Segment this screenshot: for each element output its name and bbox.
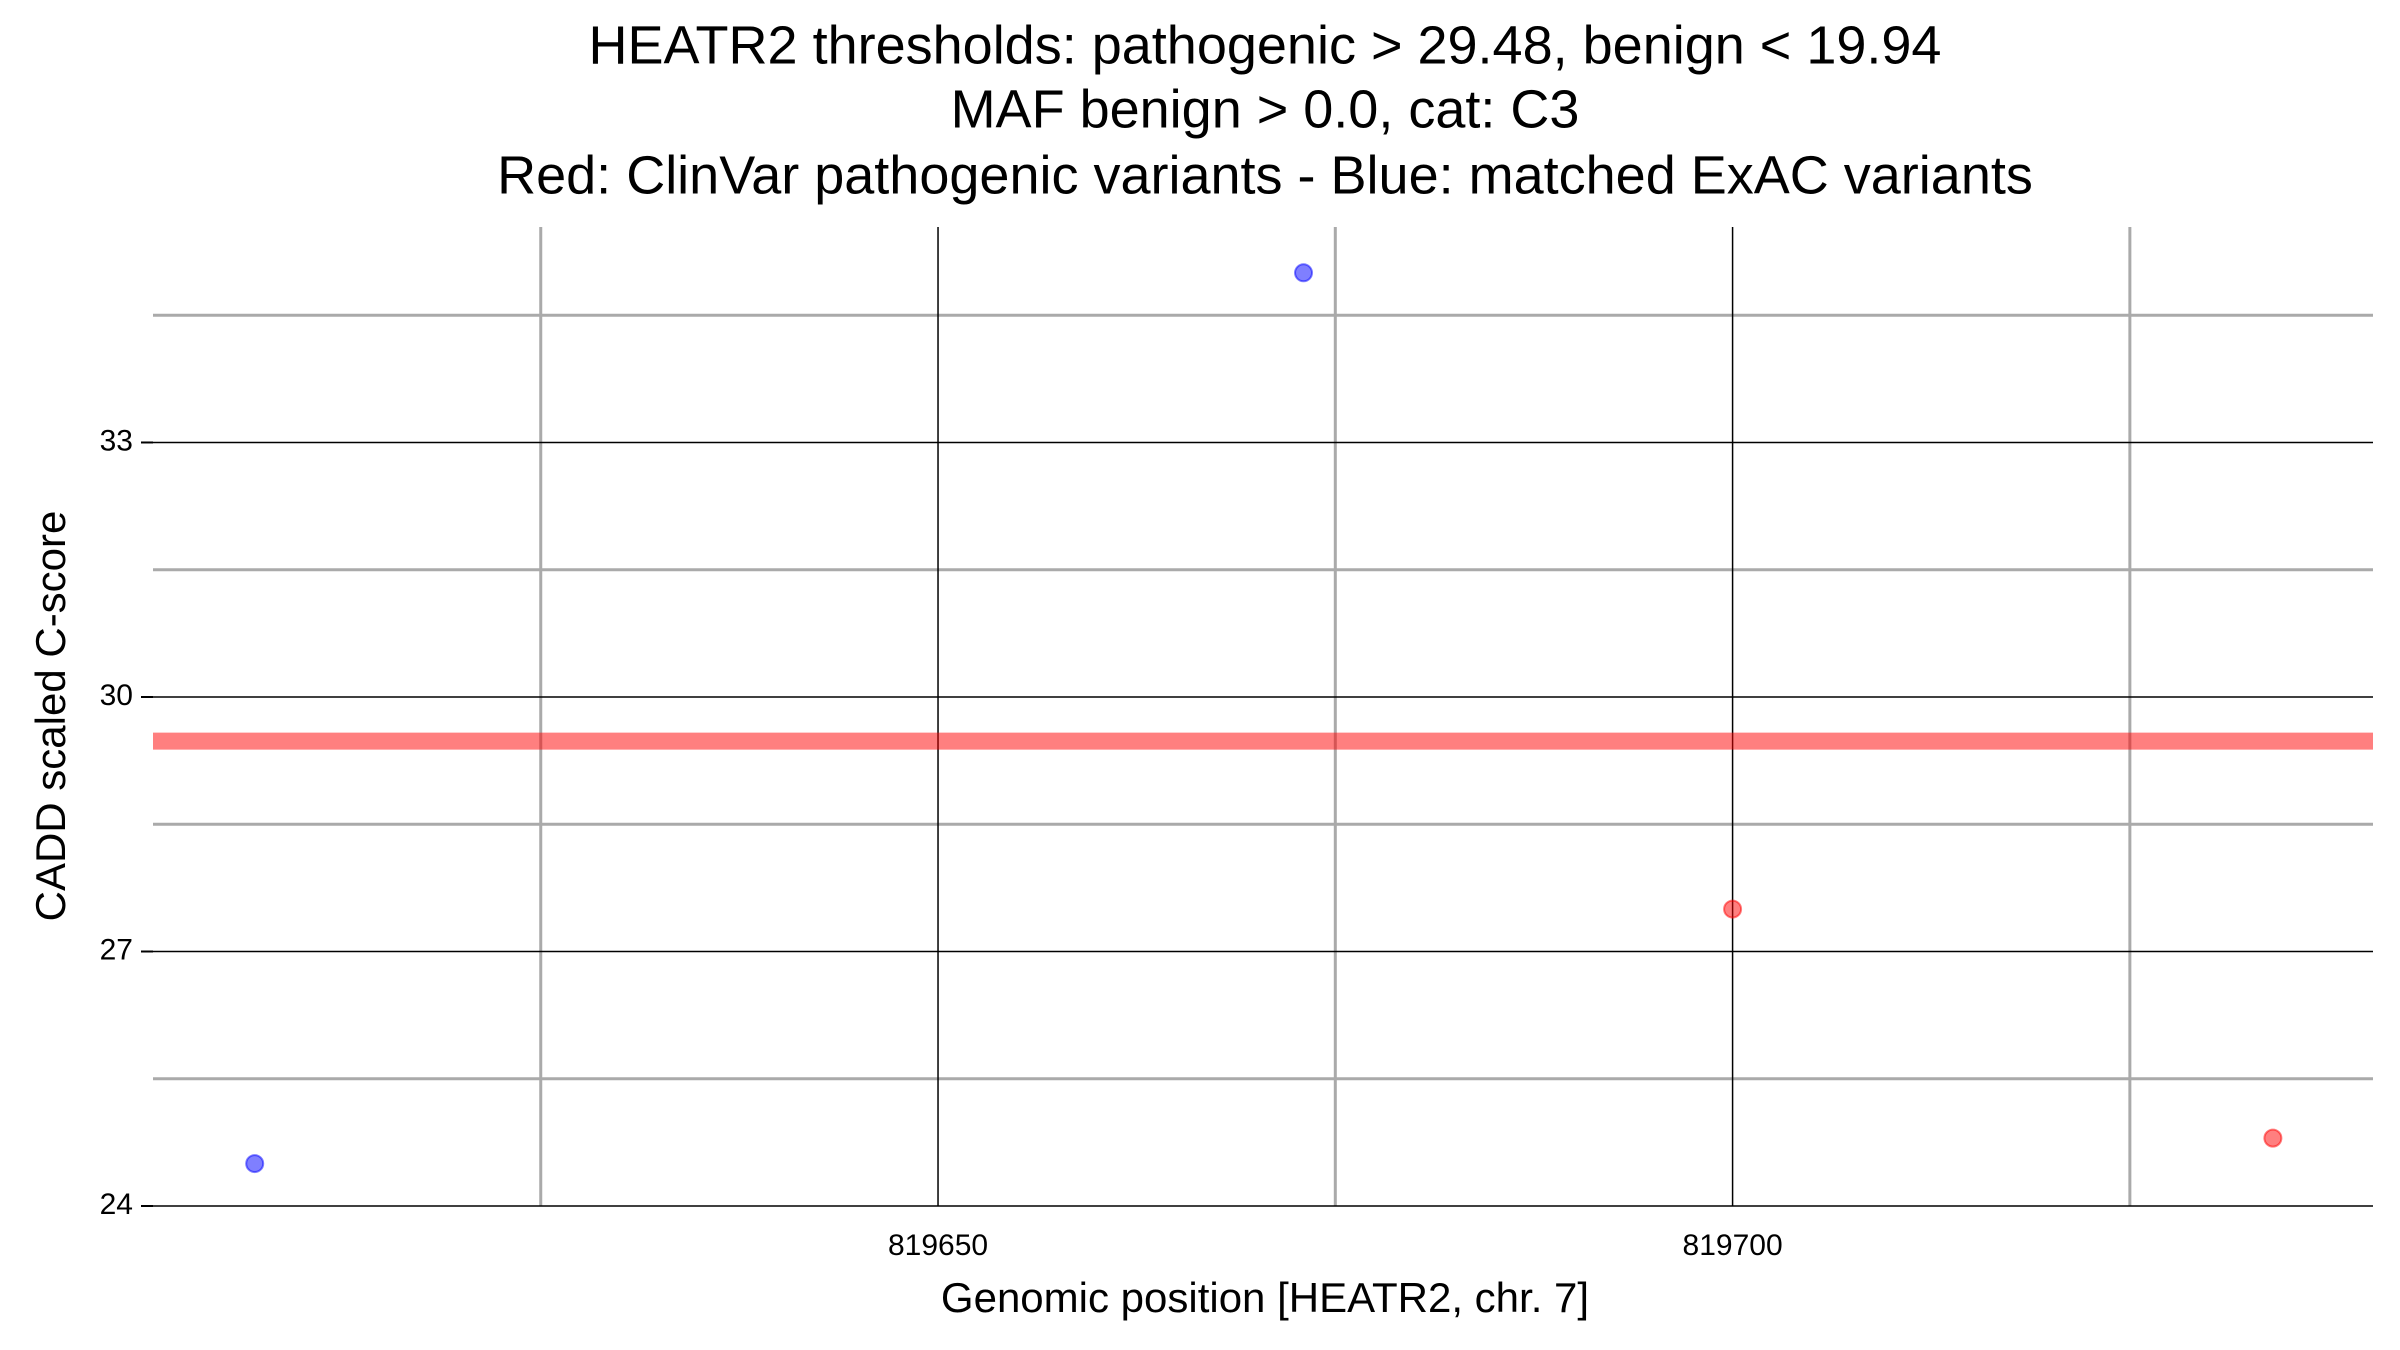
x-axis-label: Genomic position [HEATR2, chr. 7] — [941, 1274, 1589, 1321]
y-tick-label: 27 — [100, 933, 133, 966]
chart-subtitle: MAF benign > 0.0, cat: C3 — [951, 79, 1580, 139]
y-tick-label: 33 — [100, 424, 133, 457]
point — [2263, 1128, 2283, 1148]
y-axis-label: CADD scaled C-score — [27, 511, 74, 922]
chart-title: HEATR2 thresholds: pathogenic > 29.48, b… — [589, 15, 1942, 75]
x-tick-label: 819650 — [888, 1229, 988, 1262]
x-tick-label: 819700 — [1683, 1229, 1783, 1262]
point — [245, 1154, 265, 1174]
y-tick-label: 30 — [100, 679, 133, 712]
chart-subtitle: Red: ClinVar pathogenic variants - Blue:… — [497, 145, 2033, 205]
point — [1723, 899, 1743, 919]
y-tick-label: 24 — [100, 1188, 133, 1221]
point — [1294, 263, 1314, 283]
